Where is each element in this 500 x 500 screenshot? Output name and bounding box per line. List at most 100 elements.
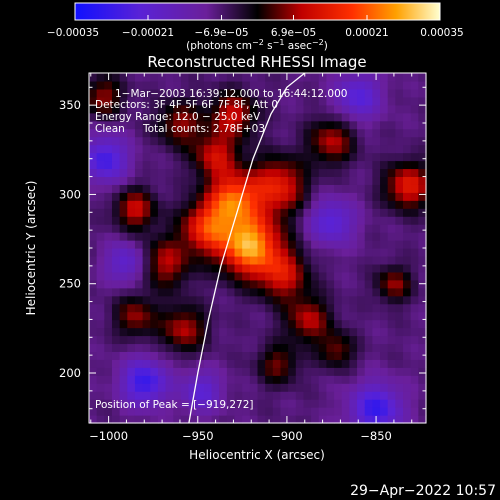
- heatmap-cell: [357, 303, 366, 313]
- heatmap-cell: [127, 224, 136, 233]
- heatmap-cell: [257, 176, 266, 185]
- heatmap-cell: [134, 136, 144, 146]
- heatmap-cell: [234, 255, 243, 265]
- heatmap-cell: [226, 271, 236, 281]
- heatmap-cell: [173, 192, 182, 201]
- heatmap-cell: [295, 399, 305, 408]
- heatmap-cell: [219, 319, 228, 329]
- heatmap-cell: [372, 327, 381, 337]
- heatmap-cell: [326, 224, 335, 233]
- heatmap-cell: [150, 144, 159, 154]
- heatmap-cell: [265, 184, 274, 193]
- heatmap-cell: [326, 144, 335, 154]
- heatmap-cell: [150, 128, 159, 138]
- heatmap-cell: [211, 104, 220, 114]
- heatmap-cell: [226, 224, 236, 233]
- heatmap-cell: [410, 271, 419, 281]
- heatmap-cell: [257, 184, 266, 193]
- heatmap-cell: [349, 136, 358, 146]
- heatmap-cell: [173, 383, 182, 392]
- heatmap-cell: [334, 216, 343, 225]
- heatmap-cell: [372, 208, 381, 217]
- heatmap-cell: [134, 104, 144, 114]
- heatmap-cell: [395, 88, 404, 98]
- heatmap-cell: [127, 303, 136, 313]
- heatmap-cell: [119, 415, 128, 424]
- heatmap-cell: [318, 96, 328, 106]
- heatmap-cell: [119, 407, 128, 416]
- heatmap-cell: [219, 176, 228, 185]
- heatmap-cell: [357, 88, 366, 98]
- heatmap-cell: [395, 255, 404, 265]
- heatmap-cell: [211, 216, 220, 225]
- heatmap-cell: [395, 415, 404, 424]
- heatmap-cell: [119, 263, 128, 273]
- heatmap-cell: [403, 311, 412, 321]
- heatmap-cell: [104, 192, 113, 201]
- heatmap-cell: [165, 136, 174, 146]
- heatmap-cell: [272, 383, 282, 392]
- heatmap-cell: [303, 73, 312, 82]
- heatmap-cell: [303, 128, 312, 138]
- heatmap-cell: [395, 359, 404, 368]
- heatmap-cell: [104, 399, 113, 408]
- heatmap-cell: [265, 216, 274, 225]
- heatmap-cell: [127, 327, 136, 337]
- heatmap-cell: [357, 176, 366, 185]
- heatmap-cell: [272, 128, 282, 138]
- heatmap-cell: [127, 295, 136, 305]
- heatmap-cell: [119, 96, 128, 106]
- heatmap-cell: [150, 287, 159, 297]
- heatmap-cell: [157, 184, 167, 193]
- heatmap-cell: [150, 351, 159, 360]
- heatmap-cell: [89, 407, 98, 416]
- heatmap-cell: [341, 232, 351, 241]
- heatmap-cell: [272, 240, 282, 249]
- heatmap-cell: [188, 279, 197, 289]
- heatmap-cell: [142, 168, 151, 177]
- heatmap-cell: [89, 415, 98, 424]
- heatmap-cell: [272, 192, 282, 201]
- heatmap-cell: [226, 319, 236, 329]
- heatmap-cell: [418, 295, 427, 305]
- heatmap-cell: [157, 271, 167, 281]
- heatmap-cell: [150, 359, 159, 368]
- heatmap-cell: [318, 73, 328, 82]
- heatmap-cell: [410, 152, 419, 162]
- heatmap-cell: [234, 88, 243, 98]
- heatmap-cell: [226, 399, 236, 408]
- heatmap-cell: [111, 263, 121, 273]
- heatmap-cell: [96, 248, 105, 257]
- heatmap-cell: [418, 232, 427, 241]
- heatmap-cell: [341, 80, 351, 90]
- heatmap-cell: [326, 104, 335, 114]
- heatmap-cell: [280, 375, 289, 384]
- heatmap-cell: [272, 120, 282, 130]
- heatmap-cell: [395, 232, 404, 241]
- heatmap-cell: [211, 255, 220, 265]
- heatmap-cell: [180, 287, 190, 297]
- heatmap-cell: [341, 128, 351, 138]
- heatmap-cell: [188, 240, 197, 249]
- heatmap-cell: [380, 287, 389, 297]
- heatmap-cell: [142, 335, 151, 345]
- heatmap-cell: [334, 144, 343, 154]
- heatmap-cell: [341, 240, 351, 249]
- heatmap-cell: [311, 224, 320, 233]
- heatmap-cell: [134, 73, 144, 82]
- heatmap-cell: [226, 80, 236, 90]
- heatmap-cell: [219, 136, 228, 146]
- heatmap-cell: [334, 200, 343, 209]
- heatmap-cell: [395, 279, 404, 289]
- heatmap-cell: [142, 80, 151, 90]
- heatmap-cell: [249, 335, 259, 345]
- heatmap-cell: [341, 295, 351, 305]
- heatmap-cell: [127, 216, 136, 225]
- heatmap-cell: [96, 192, 105, 201]
- heatmap-cell: [242, 240, 251, 249]
- heatmap-cell: [341, 335, 351, 345]
- heatmap-cell: [334, 88, 343, 98]
- heatmap-cell: [311, 88, 320, 98]
- heatmap-cell: [288, 279, 297, 289]
